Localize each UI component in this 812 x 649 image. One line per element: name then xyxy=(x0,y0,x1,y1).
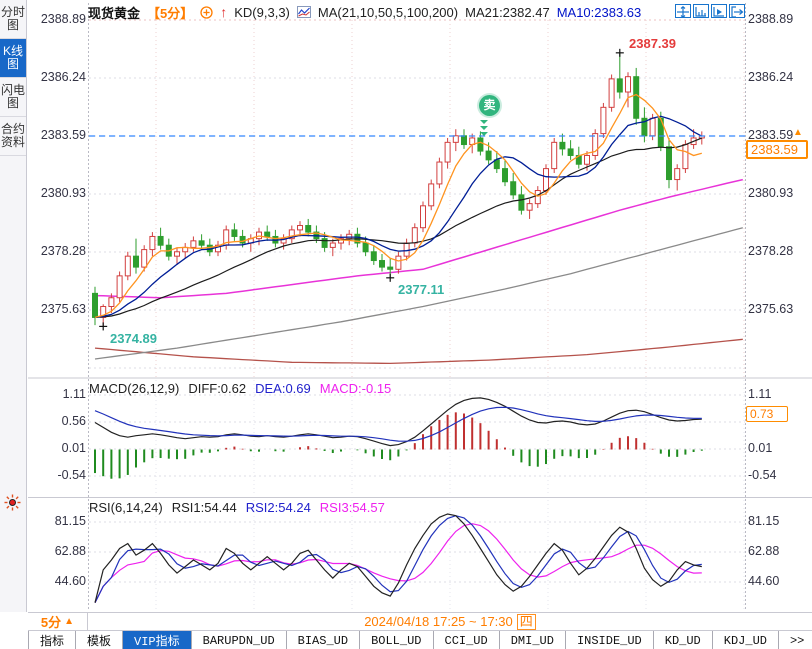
datetime-text: 2024/04/18 17:25 ~ 17:30 xyxy=(364,614,513,629)
axis-label: 2386.24 xyxy=(40,70,86,84)
axis-label: 2375.63 xyxy=(40,302,86,316)
tab-inside[interactable]: INSIDE_UD xyxy=(566,631,654,649)
high-price-annotation: 2387.39 xyxy=(629,36,676,51)
axis-label: 2386.24 xyxy=(748,70,794,84)
ma-chart-icon[interactable] xyxy=(296,6,311,18)
axis-label: 62.88 xyxy=(748,544,780,558)
axis-label: -0.54 xyxy=(748,468,777,482)
sidebar-tab-kline[interactable]: K线图 xyxy=(0,39,26,78)
axis-label: 2383.59 xyxy=(40,128,86,142)
axis-label: 44.60 xyxy=(54,574,86,588)
circle-plus-icon[interactable] xyxy=(200,5,213,19)
macd-dea-value: DEA:0.69 xyxy=(255,381,311,396)
axis-label: 2378.28 xyxy=(40,244,86,258)
axis-label: 2380.93 xyxy=(40,186,86,200)
tab-cci[interactable]: CCI_UD xyxy=(434,631,500,649)
axis-scale-icon[interactable] xyxy=(693,4,709,18)
exit-icon[interactable] xyxy=(729,4,745,18)
symbol-name: 现货黄金 xyxy=(88,5,141,21)
axis-label: 81.15 xyxy=(748,514,780,528)
low-price-annotation: 2374.89 xyxy=(110,331,157,346)
tab-bias[interactable]: BIAS_UD xyxy=(287,631,361,649)
axis-label: 2388.89 xyxy=(748,12,794,26)
axis-play-icon[interactable] xyxy=(711,4,727,18)
axis-label: 0.01 xyxy=(61,441,86,455)
axis-label: 0.01 xyxy=(748,441,773,455)
mid-low-annotation: 2377.11 xyxy=(398,282,445,297)
ma10-value: MA10:2383.63 xyxy=(556,4,642,20)
rsi2-value: RSI2:54.24 xyxy=(245,500,311,515)
kd-indicator-label[interactable]: KD(9,3,3) xyxy=(234,4,290,20)
macd-value-tag: 0.73 xyxy=(746,406,788,422)
axis-label: 44.60 xyxy=(748,574,780,588)
macd-value: MACD:-0.15 xyxy=(319,381,392,396)
macd-title[interactable]: MACD(26,12,9) xyxy=(89,381,180,396)
sun-icon[interactable] xyxy=(4,494,21,511)
axis-label: 62.88 xyxy=(54,544,86,558)
price-up-arrow-icon: ▲ xyxy=(793,127,803,138)
macd-panel-header: MACD(26,12,9) DIFF:0.62 DEA:0.69 MACD:-0… xyxy=(89,381,391,396)
indicator-tab-bar: 指标 模板 VIP指标 BARUPDN_UD BIAS_UD BOLL_UD C… xyxy=(28,631,812,649)
tab-templates[interactable]: 模板 xyxy=(76,631,124,649)
tab-kdj[interactable]: KDJ_UD xyxy=(713,631,779,649)
rsi-panel-header: RSI(6,14,24) RSI1:54.44 RSI2:54.24 RSI3:… xyxy=(89,500,385,515)
tab-kd[interactable]: KD_UD xyxy=(654,631,713,649)
tab-indicators[interactable]: 指标 xyxy=(29,631,77,649)
status-bar: 5分 ▲ 2024/04/18 17:25 ~ 17:30 四 xyxy=(28,612,812,631)
sidebar-tab-lightning[interactable]: 闪电图 xyxy=(0,78,26,117)
sell-signal-badge: 卖 xyxy=(479,95,500,116)
axis-label: 2375.63 xyxy=(748,302,794,316)
tab-vip-indicators[interactable]: VIP指标 xyxy=(123,631,192,649)
rsi1-value: RSI1:54.44 xyxy=(171,500,237,515)
ma-indicator-label[interactable]: MA(21,10,50,5,100,200) xyxy=(317,4,459,20)
axis-label: 2378.28 xyxy=(748,244,794,258)
rsi3-value: RSI3:54.57 xyxy=(319,500,385,515)
period-label[interactable]: 【5分】 xyxy=(147,5,194,21)
period-selector[interactable]: 5分 ▲ xyxy=(28,613,88,630)
tab-more[interactable]: >> xyxy=(779,631,812,649)
chart-toolbar xyxy=(675,4,745,18)
tab-barupdn[interactable]: BARUPDN_UD xyxy=(192,631,287,649)
axis-label: 1.11 xyxy=(62,387,86,401)
datetime-display: 2024/04/18 17:25 ~ 17:30 四 xyxy=(88,613,812,630)
current-price-tag: 2383.59 xyxy=(746,140,808,159)
axis-label: 1.11 xyxy=(748,387,772,401)
chart-header: 现货黄金 【5分】 ↑ KD(9,3,3) MA(21,10,50,5,100,… xyxy=(88,3,641,21)
tab-boll[interactable]: BOLL_UD xyxy=(360,631,434,649)
up-arrow-icon: ↑ xyxy=(220,3,228,20)
axis-label: 81.15 xyxy=(54,514,86,528)
ma21-value: MA21:2382.47 xyxy=(465,4,550,20)
axis-label: 2380.93 xyxy=(748,186,794,200)
tab-dmi[interactable]: DMI_UD xyxy=(500,631,566,649)
left-sidebar: 分时图 K线图 闪电图 合约资料 xyxy=(0,0,27,612)
weekday-badge: 四 xyxy=(516,613,536,630)
sidebar-tab-contract-info[interactable]: 合约资料 xyxy=(0,117,26,156)
dropdown-up-icon: ▲ xyxy=(64,616,75,627)
sidebar-tab-timeshare[interactable]: 分时图 xyxy=(0,0,26,39)
period-value: 5分 xyxy=(40,615,62,630)
rsi-title[interactable]: RSI(6,14,24) xyxy=(89,500,163,515)
axis-label: 0.56 xyxy=(61,414,86,428)
axis-label: -0.54 xyxy=(57,468,87,482)
axis-label: 2383.59 xyxy=(748,128,794,142)
crosshair-icon[interactable] xyxy=(675,4,691,18)
axis-label: 2388.89 xyxy=(40,12,86,26)
macd-diff-value: DIFF:0.62 xyxy=(188,381,247,396)
